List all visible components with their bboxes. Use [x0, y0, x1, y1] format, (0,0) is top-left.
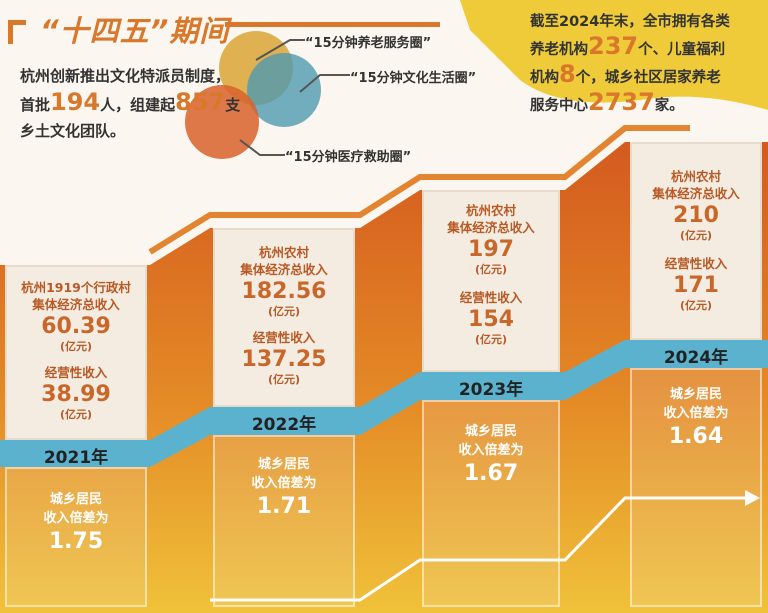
income-gap-2023: 城乡居民 收入倍差为 1.67 — [458, 424, 524, 486]
elderly-summary: 截至2024年末，全市拥有各类 养老机构237个、儿童福利 机构8个，城乡社区居… — [530, 14, 730, 116]
label-elderly-circle: “15分钟养老服务圈” — [305, 36, 432, 51]
blue-band — [0, 340, 768, 467]
intro-line: 首批194人，组建起857支 — [20, 88, 241, 116]
bottom-arrow-line — [210, 496, 745, 602]
count-envoys: 194 — [50, 88, 101, 116]
circle-culture — [247, 53, 321, 127]
intro-line: 杭州创新推出文化特派员制度， — [20, 67, 231, 85]
arrow-head-icon — [745, 490, 760, 506]
gap-panel-2023 — [422, 400, 560, 607]
year-2024: 2024年 — [663, 348, 729, 368]
gap-panel-2022 — [213, 435, 355, 607]
title-bracket — [8, 20, 26, 44]
year-2022: 2022年 — [251, 415, 317, 435]
page-title: “十四五”期间 — [40, 14, 230, 48]
gap-panel-2021 — [5, 467, 147, 607]
column-2021: 杭州1919个行政村 集体经济总收入 60.39 (亿元) 经营性收入 38.99(… — [5, 265, 147, 440]
culture-intro: 杭州创新推出文化特派员制度， 首批194人，组建起857支 乡土文化团队。 — [20, 63, 280, 144]
upward-arrow-line — [148, 125, 690, 255]
orange-staircase — [0, 142, 768, 613]
label-culture-circle: “15分钟文化生活圈” — [350, 71, 477, 86]
yellow-blob — [460, 0, 768, 110]
column-2023: 杭州农村 集体经济总收入 197 (亿元) 经营性收入 154 (亿元) — [422, 190, 560, 372]
year-2023: 2023年 — [458, 380, 524, 400]
income-gap-2022: 城乡居民 收入倍差为 1.71 — [251, 457, 317, 519]
column-2024: 杭州农村 集体经济总收入 210 (亿元) 经营性收入 171 (亿元) — [630, 142, 762, 340]
gap-panel-2024 — [630, 368, 762, 607]
income-gap-2024: 城乡居民 收入倍差为 1.64 — [663, 387, 729, 449]
column-2022: 杭州农村 集体经济总收入 182.56 (亿元) 经营性收入 137.25 (亿元) — [213, 228, 355, 407]
title-rule — [225, 22, 440, 27]
label-medical-circle: “15分钟医疗救助圈” — [285, 150, 412, 165]
intro-line: 乡土文化团队。 — [20, 122, 126, 140]
income-gap-2021: 城乡居民 收入倍差为 1.75 — [43, 492, 109, 554]
year-2021: 2021年 — [43, 448, 109, 468]
count-teams: 857 — [175, 88, 226, 116]
